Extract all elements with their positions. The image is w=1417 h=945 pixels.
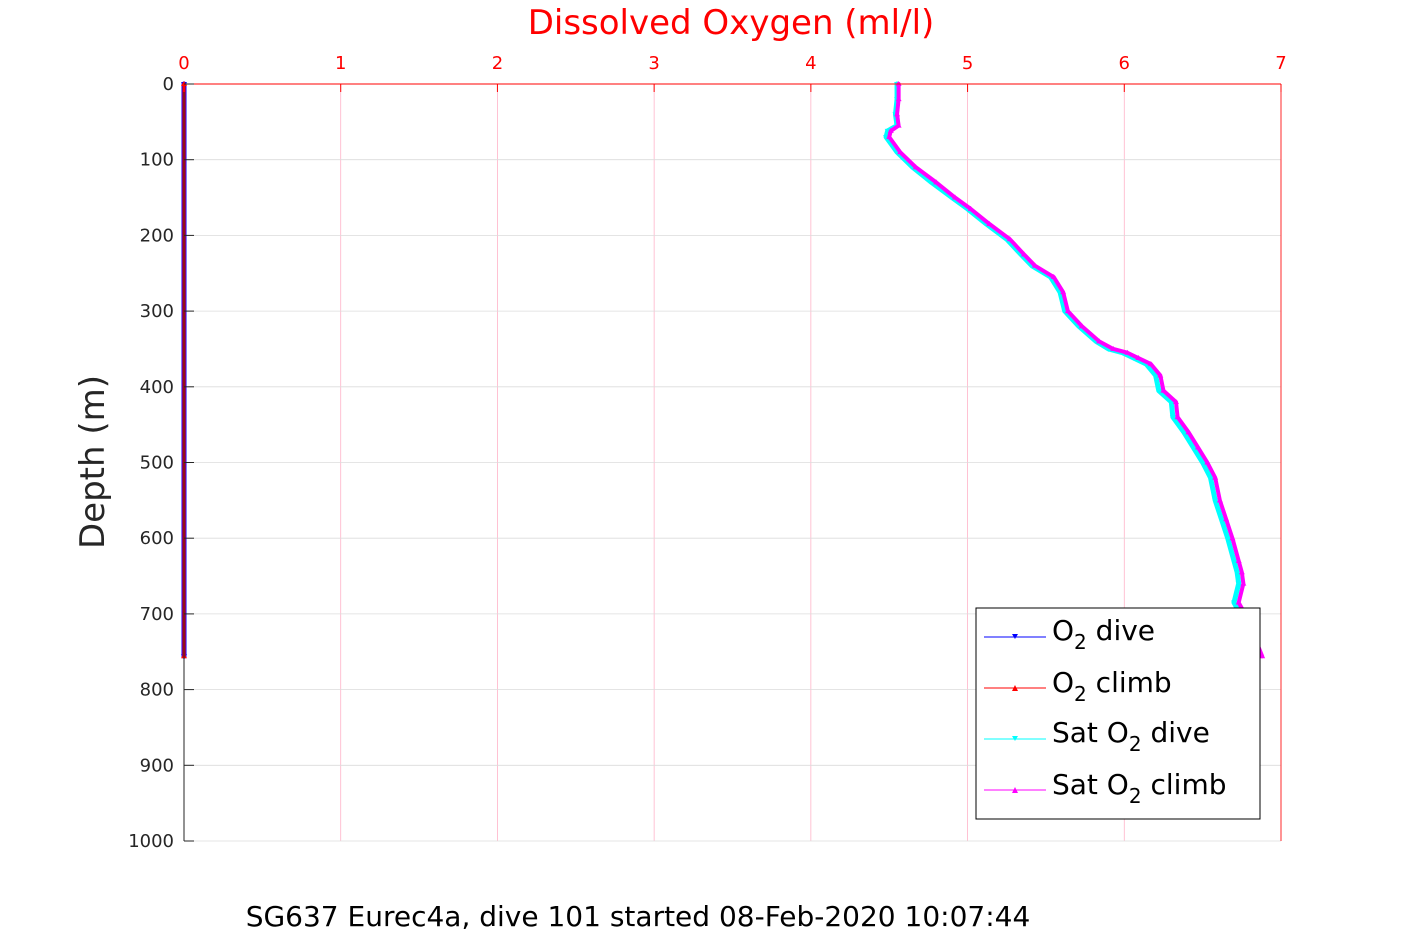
legend: O2 dive O2 climb Sat O2 dive Sat O2 clim…	[975, 607, 1261, 820]
x-axis-ticks: 0 1 2 3 4 5 6 7	[178, 53, 1287, 92]
legend-label-o2-climb: O	[1052, 666, 1074, 699]
chart-title: Dissolved Oxygen (ml/l)	[528, 3, 935, 43]
series-marker	[1185, 429, 1192, 435]
x-tick-label: 4	[805, 53, 816, 74]
legend-item-o2-dive: O2 dive	[984, 614, 1155, 654]
series-marker	[1135, 355, 1142, 361]
x-tick-label: 0	[178, 53, 189, 74]
series-marker	[1240, 580, 1247, 586]
series-marker	[1216, 497, 1223, 503]
series-marker	[1110, 345, 1117, 351]
series-marker	[1147, 361, 1154, 367]
series-marker	[1212, 498, 1219, 504]
series-marker	[1006, 236, 1013, 242]
svg-text:O2 climb: O2 climb	[1052, 666, 1172, 706]
svg-text:Sat O2 climb: Sat O2 climb	[1052, 768, 1227, 808]
legend-marker-sat-o2-climb	[1012, 787, 1018, 793]
series-marker	[1190, 445, 1197, 451]
svg-text:Sat O2 dive: Sat O2 dive	[1052, 716, 1210, 756]
series-marker	[1180, 430, 1187, 436]
series-marker	[912, 164, 919, 170]
series-marker	[1230, 558, 1237, 564]
series-marker	[1218, 517, 1225, 523]
series-marker	[1050, 274, 1057, 280]
series-line-sat-o2-climb	[887, 82, 1265, 659]
series-marker	[1064, 308, 1071, 314]
series-marker	[967, 205, 974, 211]
series-marker	[1169, 415, 1176, 421]
y-tick-label: 100	[140, 150, 174, 171]
y-tick-label: 300	[140, 301, 174, 322]
series-marker	[1124, 349, 1131, 355]
legend-item-sat-o2-dive: Sat O2 dive	[984, 716, 1210, 756]
series-marker	[1204, 459, 1211, 465]
y-tick-label: 0	[163, 74, 174, 95]
series-marker	[1173, 398, 1180, 404]
legend-item-sat-o2-climb: Sat O2 climb	[984, 768, 1227, 808]
series-marker	[1234, 570, 1241, 576]
x-tick-label: 3	[648, 53, 659, 74]
series-marker	[1174, 414, 1181, 420]
legend-marker-o2-climb	[1012, 685, 1018, 691]
series-marker	[1207, 475, 1214, 481]
series-marker	[1020, 251, 1027, 257]
legend-box	[975, 607, 1261, 820]
legend-label-sat-o2-climb: Sat O	[1052, 768, 1129, 801]
y-tick-label: 700	[140, 604, 174, 625]
y-axis-ticks: 0 100 200 300 400 500 600 700 800 900 1000	[128, 74, 194, 852]
x-tick-label: 6	[1119, 53, 1130, 74]
x-tick-label: 7	[1275, 53, 1286, 74]
series-marker	[886, 133, 893, 139]
series-marker	[1155, 388, 1162, 394]
series-marker	[1230, 600, 1237, 606]
series-marker	[952, 194, 959, 200]
y-tick-label: 500	[140, 453, 174, 474]
legend-item-o2-climb: O2 climb	[984, 666, 1172, 706]
series-marker	[1031, 262, 1038, 268]
series-marker	[933, 179, 940, 185]
series-marker	[1259, 653, 1266, 659]
series-marker	[1223, 516, 1230, 522]
series-marker	[1229, 535, 1236, 541]
x-tick-label: 2	[492, 53, 503, 74]
series-marker	[1235, 557, 1242, 563]
series-marker	[1224, 536, 1231, 542]
y-axis-label: Depth (m)	[73, 375, 113, 549]
series-marker	[986, 221, 993, 227]
series-marker	[1199, 460, 1206, 466]
y-tick-label: 400	[140, 377, 174, 398]
legend-marker-sat-o2-dive	[1012, 736, 1018, 741]
series-marker	[1212, 474, 1219, 480]
series-marker	[894, 111, 901, 117]
series-marker	[1238, 569, 1245, 575]
y-tick-label: 900	[140, 755, 174, 776]
series-marker	[895, 122, 902, 128]
legend-marker-o2-dive	[1012, 634, 1018, 639]
series-marker	[897, 149, 904, 155]
y-tick-label: 800	[140, 680, 174, 701]
y-tick-label: 200	[140, 225, 174, 246]
y-tick-label: 600	[140, 528, 174, 549]
series-marker	[1096, 338, 1103, 344]
series-marker	[1235, 599, 1242, 605]
dive-caption: SG637 Eurec4a, dive 101 started 08-Feb-2…	[246, 900, 1031, 933]
series-marker	[1060, 289, 1067, 295]
series-marker	[1235, 581, 1242, 587]
y-tick-label: 1000	[128, 831, 174, 852]
series-marker	[1078, 323, 1085, 329]
x-tick-label: 1	[335, 53, 346, 74]
series-marker	[887, 127, 894, 133]
svg-text:O2 dive: O2 dive	[1052, 614, 1155, 654]
series-marker	[1160, 387, 1167, 393]
x-tick-label: 5	[962, 53, 973, 74]
legend-label-o2-dive: O	[1052, 614, 1074, 647]
legend-label-sat-o2-dive: Sat O	[1052, 716, 1129, 749]
series-marker	[1157, 372, 1164, 378]
series-marker	[1194, 444, 1201, 450]
series-marker	[895, 96, 902, 102]
